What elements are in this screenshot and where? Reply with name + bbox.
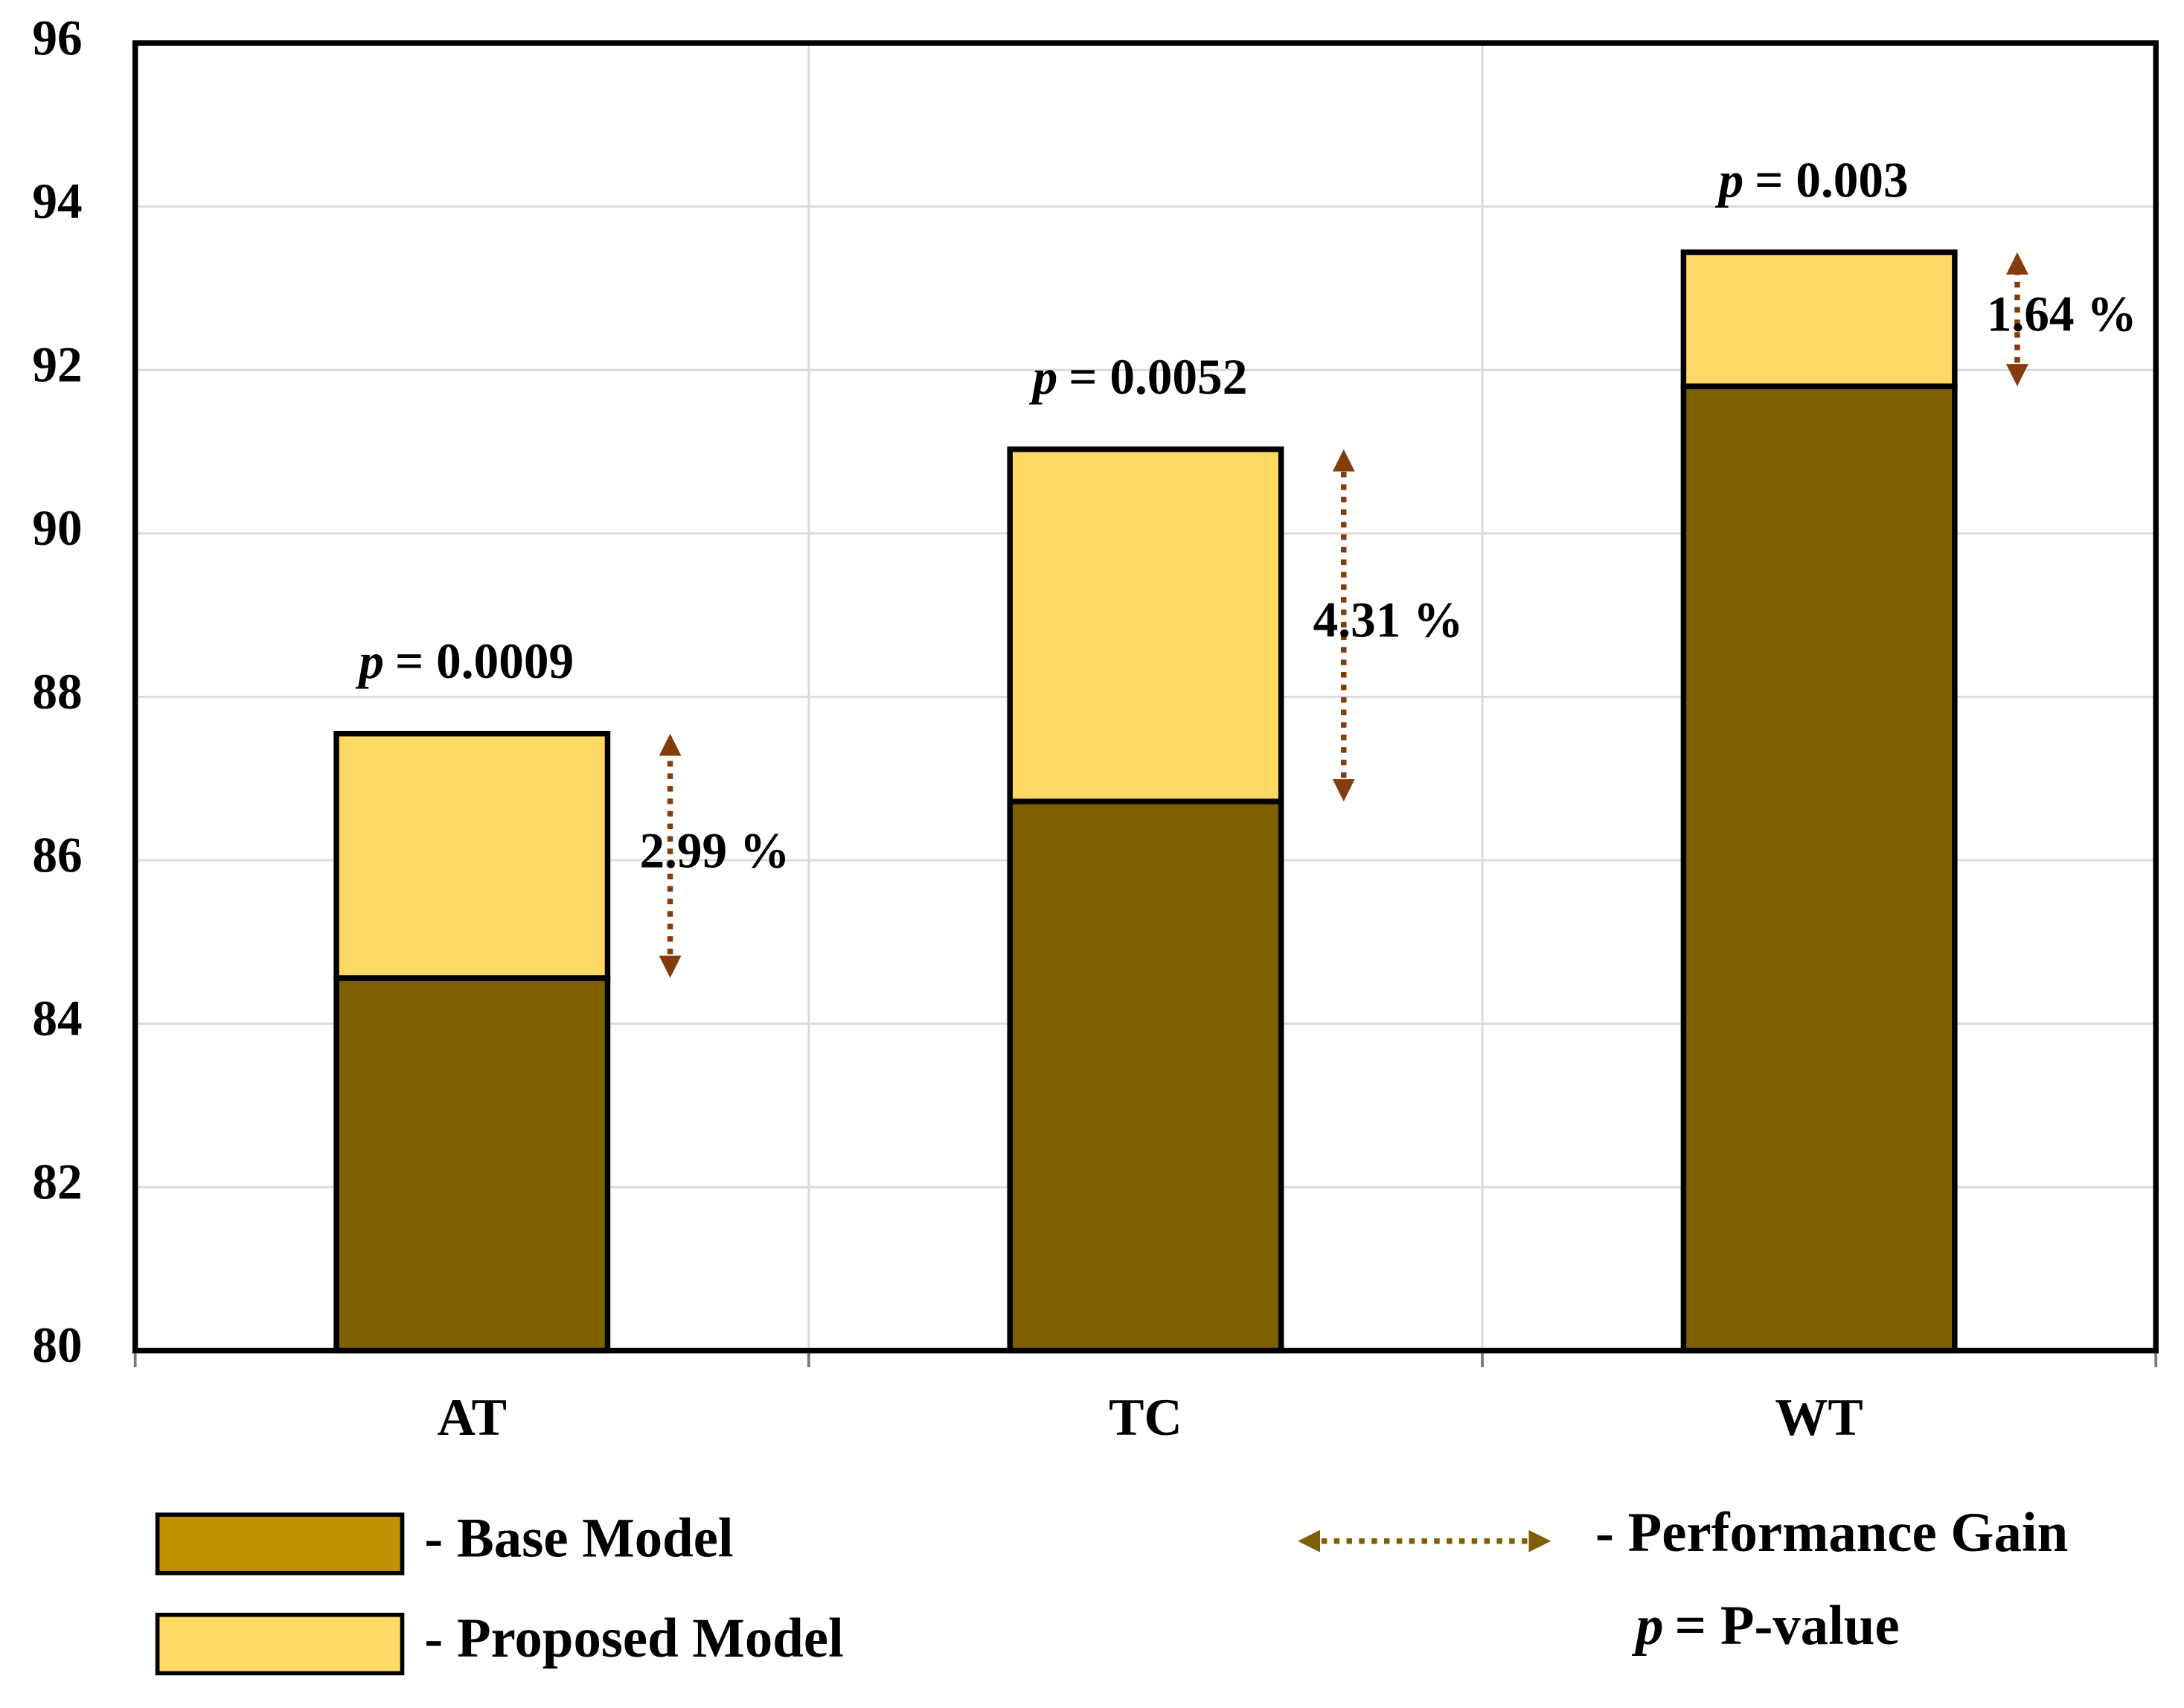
bar-segment xyxy=(333,975,611,1354)
p-annotation: p = 0.0052 xyxy=(1029,349,1248,405)
gain-label: 2.99 % xyxy=(639,822,790,878)
y-tick-label: 80 xyxy=(32,1317,82,1373)
legend-label: - Proposed Model xyxy=(424,1608,843,1669)
x-tick-label: TC xyxy=(1109,1389,1182,1447)
y-tick-label: 84 xyxy=(32,991,82,1046)
bar-segment xyxy=(1680,249,1958,389)
x-tick-label: AT xyxy=(438,1389,507,1447)
y-tick-label: 82 xyxy=(32,1154,82,1210)
gain-label: 4.31 % xyxy=(1313,592,1464,648)
p-text: = 0.0052 xyxy=(1069,349,1247,405)
legend-label: - Base Model xyxy=(424,1508,733,1570)
bar-segment xyxy=(1680,383,1958,1354)
bar-segment xyxy=(1007,446,1284,805)
p-text: = P-value xyxy=(1675,1595,1900,1657)
bar-segment xyxy=(333,730,611,981)
p-symbol: p xyxy=(1715,153,1744,208)
bar-segment xyxy=(1007,799,1284,1354)
p-text: = 0.0009 xyxy=(395,633,574,689)
y-tick-label: 88 xyxy=(32,664,82,720)
y-tick-label: 92 xyxy=(32,337,82,393)
y-tick-label: 86 xyxy=(32,827,82,883)
p-annotation: p = 0.003 xyxy=(1715,153,1909,208)
p-text: = 0.003 xyxy=(1755,153,1909,208)
x-tick-label: WT xyxy=(1775,1389,1863,1447)
legend-swatch xyxy=(155,1512,405,1576)
legend-gain-label: - Performance Gain xyxy=(1595,1502,2068,1564)
plot-frame xyxy=(132,40,2159,1354)
p-annotation: p = P-value xyxy=(1631,1595,1899,1657)
y-tick-label: 90 xyxy=(32,500,82,556)
legend-swatch xyxy=(155,1612,405,1676)
y-tick-label: 94 xyxy=(32,173,82,229)
gain-label: 1.64 % xyxy=(1987,286,2137,342)
p-symbol: p xyxy=(355,633,384,689)
p-symbol: p xyxy=(1631,1595,1663,1657)
p-annotation: p = 0.0009 xyxy=(355,633,574,689)
p-symbol: p xyxy=(1029,349,1058,405)
y-tick-label: 96 xyxy=(32,10,82,65)
